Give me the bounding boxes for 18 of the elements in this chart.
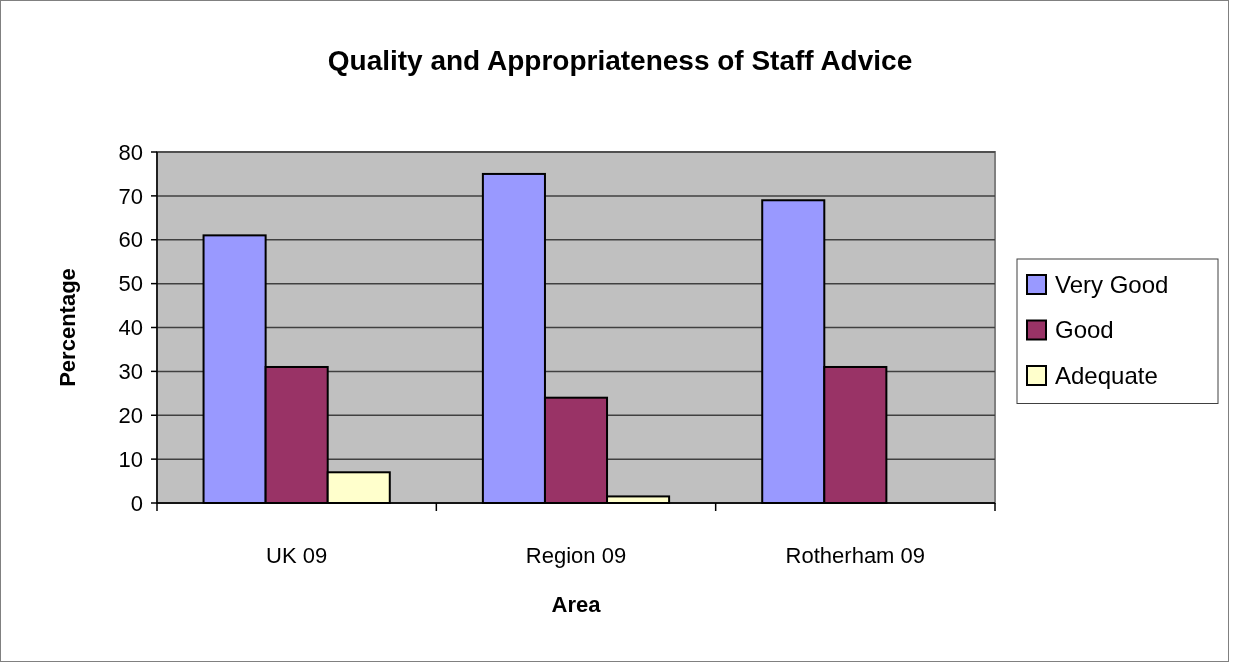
y-tick-label: 50 <box>118 271 143 297</box>
y-tick-label: 10 <box>118 446 143 472</box>
chart-title: Quality and Appropriateness of Staff Advice <box>327 45 913 76</box>
y-axis-title: Percentage <box>55 268 80 387</box>
legend-label: Very Good <box>1055 270 1169 298</box>
legend-label: Adequate <box>1055 361 1158 389</box>
y-tick-label: 0 <box>130 490 143 516</box>
x-tick-label: UK 09 <box>266 543 328 568</box>
x-tick-label: Region 09 <box>525 543 627 568</box>
y-tick-label: 80 <box>118 139 143 165</box>
y-tick-label: 40 <box>118 315 143 341</box>
x-tick-label: Rotherham 09 <box>785 543 926 568</box>
y-tick-label: 70 <box>118 183 143 209</box>
legend-label: Good <box>1055 316 1114 344</box>
x-axis-title: Area <box>551 592 602 617</box>
y-tick-label: 60 <box>118 227 143 253</box>
y-tick-label: 20 <box>118 402 143 428</box>
y-tick-label: 30 <box>118 359 143 385</box>
